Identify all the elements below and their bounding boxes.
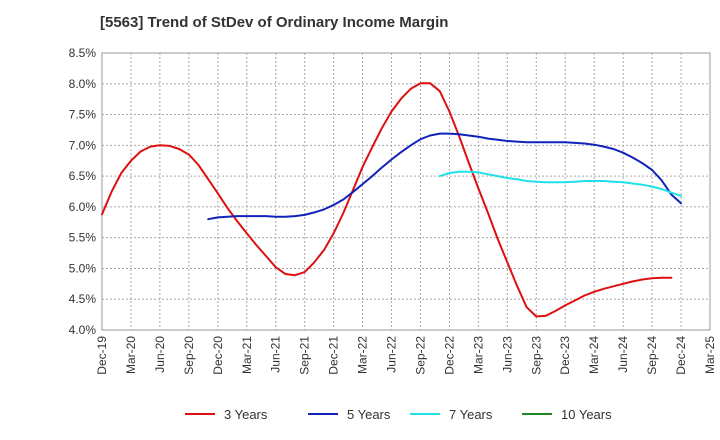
series-line-3-years [101,82,673,318]
x-tick-label: Jun-22 [385,336,399,373]
y-tick-label: 7.0% [69,138,97,152]
x-tick-label: Dec-23 [558,336,572,375]
y-tick-label: 8.0% [69,77,97,91]
x-tick-label: Mar-25 [703,336,717,374]
legend-label: 5 Years [347,407,391,422]
x-tick-label: Mar-24 [587,336,601,374]
x-axis-ticks: Dec-19 Mar-20 Jun-20 Sep-20 Dec-20 Mar-21 Jun-… [95,336,717,375]
x-tick-label: Sep-20 [182,336,196,375]
legend-label: 7 Years [449,407,493,422]
y-tick-label: 5.0% [69,261,97,275]
y-tick-label: 7.5% [69,108,97,122]
x-tick-label: Dec-19 [95,336,109,375]
y-tick-label: 6.0% [69,200,97,214]
y-tick-label: 6.5% [69,169,97,183]
y-axis-ticks: 4.0% 4.5% 5.0% 5.5% 6.0% 6.5% 7.0% 7.5% 8.0% 8.5% [69,46,97,337]
x-tick-label: Jun-21 [269,336,283,373]
y-tick-label: 4.0% [69,323,97,337]
x-tick-label: Sep-21 [298,336,312,375]
y-tick-label: 5.5% [69,231,97,245]
series-layer [101,82,682,318]
x-tick-label: Mar-20 [124,336,138,374]
x-tick-label: Sep-23 [529,336,543,375]
y-tick-label: 4.5% [69,292,97,306]
x-tick-label: Jun-20 [153,336,167,373]
legend-label: 3 Years [224,407,268,422]
x-tick-label: Sep-22 [413,336,427,375]
plot-frame [101,52,711,331]
series-line-7-years [438,170,682,197]
y-tick-label: 8.5% [69,46,97,60]
legend: 3 Years 5 Years 7 Years 10 Years [185,407,612,422]
x-tick-label: Dec-24 [674,336,688,375]
x-tick-label: Dec-21 [327,336,341,375]
x-tick-label: Sep-24 [645,336,659,375]
x-tick-label: Dec-20 [211,336,225,375]
x-tick-label: Mar-23 [471,336,485,374]
x-tick-label: Jun-24 [616,336,630,373]
chart-title: [5563] Trend of StDev of Ordinary Income… [100,14,449,31]
x-tick-label: Jun-23 [500,336,514,373]
x-tick-label: Dec-22 [442,336,456,375]
x-tick-label: Mar-22 [356,336,370,374]
x-tick-label: Mar-21 [240,336,254,374]
legend-label: 10 Years [561,407,612,422]
series-line-5-years [207,132,682,221]
